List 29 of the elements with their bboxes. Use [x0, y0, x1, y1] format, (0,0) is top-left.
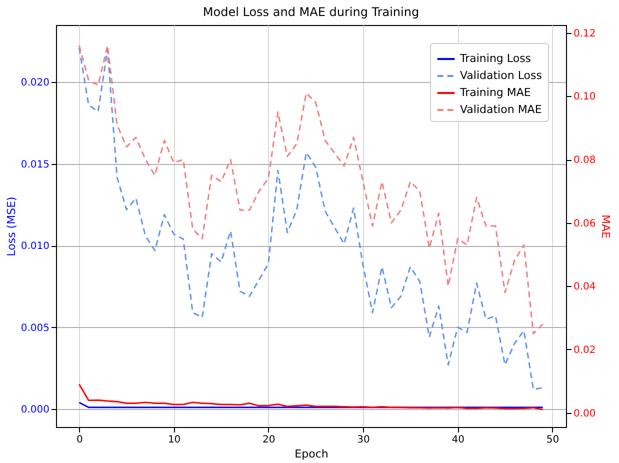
y-tick-label: 0.010 — [20, 241, 50, 252]
x-tick-label: 50 — [546, 434, 560, 446]
y2-tick-label: 0.06 — [574, 218, 596, 230]
line-series — [78, 47, 544, 390]
y-tick-label: 0.005 — [20, 322, 50, 334]
y2-tick-label: 0.00 — [574, 408, 596, 420]
line-series — [78, 44, 544, 334]
y-tick-label: 0.015 — [20, 159, 50, 170]
y2-axis-title: MAE — [598, 214, 612, 239]
y-axis-title: Loss (MSE) — [4, 196, 18, 256]
legend-label: Training MAE — [459, 86, 531, 99]
x-axis-title: Epoch — [294, 448, 328, 460]
x-tick-label: 10 — [168, 434, 181, 446]
y2-tick-label: 0.04 — [574, 282, 596, 293]
y2-tick-label: 0.10 — [574, 92, 596, 103]
x-tick-label: 30 — [357, 434, 370, 446]
y2-tick-label: 0.12 — [574, 28, 596, 40]
legend-label: Validation Loss — [460, 69, 542, 82]
legend-label: Training Loss — [459, 52, 532, 65]
chart-title: Model Loss and MAE during Training — [202, 5, 420, 19]
y2-tick-label: 0.02 — [574, 344, 596, 356]
y-tick-label: 0.000 — [20, 404, 50, 416]
legend-label: Validation MAE — [460, 103, 542, 116]
y2-tick-label: 0.08 — [574, 155, 596, 166]
line-series — [78, 384, 544, 410]
y-tick-label: 0.020 — [20, 78, 50, 89]
x-tick-label: 40 — [452, 434, 465, 446]
x-tick-label: 20 — [262, 434, 276, 446]
x-tick-label: 0 — [76, 434, 83, 446]
